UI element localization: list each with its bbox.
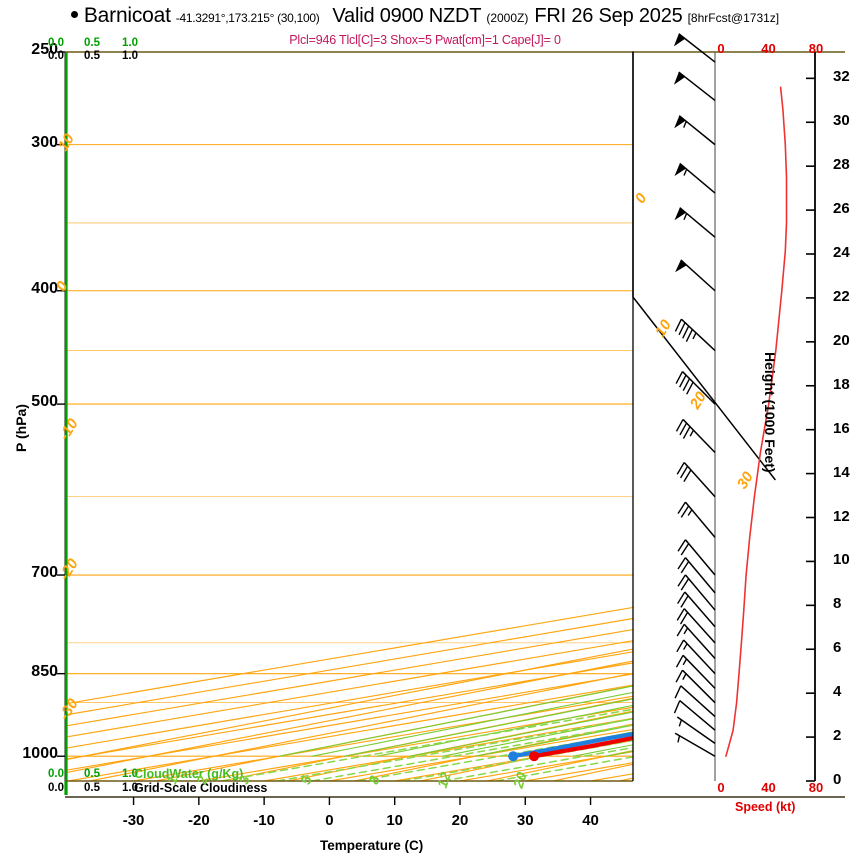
valid-time: Valid 0900 NZDT [332, 5, 482, 27]
wind-speed-height-curve [725, 86, 788, 757]
temperature-profile [532, 735, 633, 759]
wind-barb [677, 501, 716, 538]
wind-barb [677, 557, 716, 594]
dry-adiabat-50 [686, 68, 850, 781]
mixing-ratio-2 [276, 718, 633, 781]
isotherm--70 [65, 651, 633, 749]
wind-barb-column [673, 33, 716, 757]
wind-barb [677, 574, 716, 611]
station-name: Barnicoat [83, 4, 171, 27]
isotherm--60 [65, 662, 633, 760]
wind-barb [676, 623, 716, 659]
station-dot-icon [70, 11, 78, 18]
pressure-axis-title: P (hPa) [13, 404, 29, 452]
wind-barb [676, 716, 716, 744]
wind-barb [674, 207, 716, 238]
mixing-ratio-20 [495, 756, 633, 781]
moist-adiabat-25 [639, 52, 850, 756]
dry-adiabat--60 [65, 648, 633, 761]
dry-adiabat--40 [89, 672, 633, 781]
mixing-ratio-1 [220, 708, 633, 781]
moist-adiabat-40 [737, 52, 850, 756]
valid-time-utc: (2000Z) [486, 11, 529, 25]
station-coordinates: -41.3291°,173.215° (30,100) [175, 11, 320, 25]
skewt-grid [65, 52, 850, 781]
dry-adiabat-60 [752, 68, 850, 781]
dry-adiabat-70 [818, 68, 850, 781]
isotherm--80 [65, 640, 633, 738]
isotherm-10 [394, 739, 633, 781]
wind-barb [675, 418, 716, 454]
dewpoint-profile-surface-marker [508, 751, 519, 762]
isotherm--20 [198, 706, 633, 781]
isotherm-40 [590, 773, 633, 781]
forecast-hour: [8hrFcst@1731z] [687, 11, 780, 25]
sounding-top-boundary [632, 51, 776, 481]
isotherm-0 [329, 728, 633, 781]
wind-barb [676, 608, 716, 644]
wind-barb [676, 462, 716, 498]
wind-barb [675, 371, 716, 405]
moist-adiabat--30 [278, 685, 633, 757]
wind-barb [673, 71, 716, 102]
dry-adiabat--50 [65, 660, 633, 774]
wind-barb [675, 669, 716, 704]
isotherm-30 [525, 762, 633, 781]
wind-barb [674, 685, 716, 718]
wind-barb [673, 700, 716, 731]
dry-adiabat--10 [287, 710, 633, 781]
wind-barb [677, 591, 716, 628]
moist-adiabat-20 [605, 750, 633, 757]
wind-barb [677, 539, 716, 576]
isotherm--100 [65, 617, 633, 716]
moist-adiabat-30 [671, 52, 850, 756]
valid-date: FRI 26 Sep 2025 [534, 5, 683, 27]
isotherm--30 [133, 695, 633, 781]
wind-barb [674, 162, 716, 194]
moist-adiabat-35 [704, 52, 850, 756]
temperature-profile-surface-marker [529, 751, 540, 762]
mixing-ratio-3 [311, 724, 633, 781]
wind-barb [675, 259, 716, 292]
sounding-parameters: Plcl=946 Tlcl[C]=3 Shox=5 Pwat[cm]=1 Cap… [289, 33, 561, 47]
wind-barb [674, 115, 716, 146]
wind-barb [674, 732, 716, 757]
wind-barb [675, 654, 716, 689]
wind-barb [673, 33, 716, 63]
wind-barb [674, 318, 716, 352]
isotherm--110 [65, 606, 633, 705]
wind-barb [676, 639, 716, 675]
chart-header: Barnicoat -41.3291°,173.215° (30,100) Va… [0, 4, 850, 30]
isotherm--10 [264, 717, 633, 781]
isotherm--50 [65, 673, 633, 772]
isotherm--90 [65, 629, 633, 727]
isotherm--40 [68, 684, 633, 781]
